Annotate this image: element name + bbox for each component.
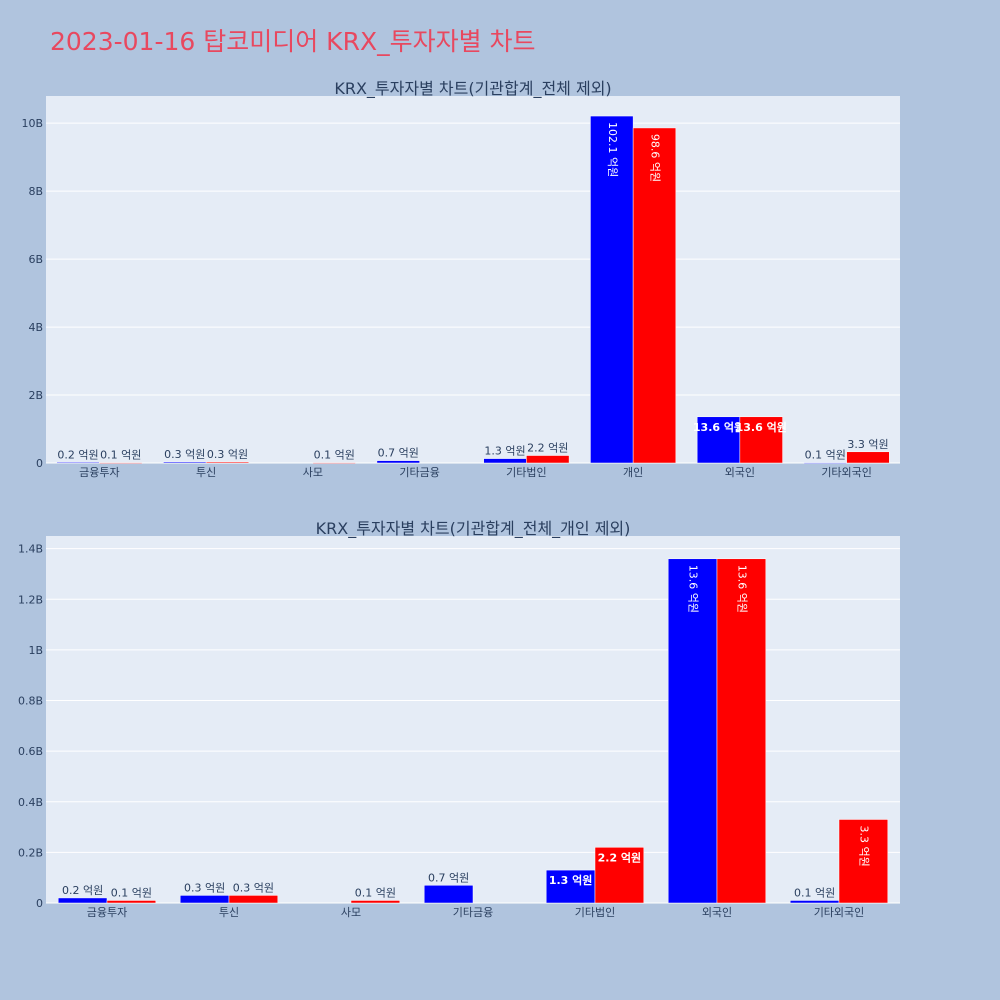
data-label: 0.1 억원: [355, 886, 396, 899]
bar: [739, 416, 783, 464]
bar: [99, 462, 143, 464]
y-tick-label: 1.4B: [18, 543, 43, 556]
y-tick-label: 0.6B: [18, 745, 43, 758]
chart-top: 0 2B 4B 6B 8B 10B KRX_투자자별 차트(기관합계_전체 제외) 금융투자 0…: [21, 79, 900, 479]
x-tick-label: 기타법인: [506, 466, 546, 479]
bar: [376, 460, 420, 464]
x-tick-label: 금융투자: [79, 466, 119, 479]
x-tick-label: 개인: [623, 466, 643, 479]
bar: [803, 462, 847, 464]
bar: [594, 847, 645, 904]
bar: [57, 897, 108, 904]
data-label: 102.1 억원: [606, 122, 619, 177]
y-tick-label: 4B: [28, 321, 43, 334]
data-label: 0.7 억원: [378, 447, 419, 460]
bar: [56, 462, 100, 464]
x-tick-label: 기타금융: [453, 906, 493, 919]
bar: [179, 895, 230, 904]
bar: [838, 819, 889, 904]
bar: [789, 900, 840, 904]
y-tick-label: 6B: [28, 253, 43, 266]
y-tick-label: 0: [36, 897, 43, 910]
data-label: 0.2 억원: [62, 884, 103, 897]
bar: [312, 462, 356, 464]
bar: [163, 461, 207, 464]
chart-title: KRX_투자자별 차트(기관합계_전체_개인 제외): [316, 519, 631, 539]
data-label: 0.1 억원: [111, 886, 152, 899]
y-tick-label: 0: [36, 457, 43, 470]
data-label: 13.6 억원: [687, 565, 700, 613]
x-tick-label: 투신: [219, 906, 239, 919]
x-tick-label: 사모: [303, 466, 323, 479]
bar: [716, 558, 767, 904]
bar: [228, 895, 279, 904]
data-label: 0.7 억원: [428, 871, 469, 884]
plot-area: [46, 96, 900, 463]
page-title: 2023-01-16 탑코미디어 KRX_투자자별 차트: [50, 27, 536, 56]
data-label: 0.1 억원: [805, 449, 846, 462]
bar: [632, 127, 677, 464]
y-tick-label: 0.8B: [18, 695, 43, 708]
bar: [205, 461, 250, 464]
data-label: 0.1 억원: [100, 449, 141, 462]
y-tick-label: 1B: [28, 644, 43, 657]
x-tick-label: 사모: [341, 906, 361, 919]
bar: [526, 455, 570, 464]
data-label: 0.1 억원: [314, 449, 355, 462]
data-label: 0.3 억원: [207, 448, 248, 461]
chart-title: KRX_투자자별 차트(기관합계_전체 제외): [334, 79, 611, 99]
x-tick-label: 기타금융: [399, 466, 439, 479]
x-tick-label: 기타외국인: [821, 466, 872, 479]
data-label: 2.2 억원: [598, 850, 642, 864]
bar: [350, 900, 401, 904]
x-tick-label: 투신: [196, 466, 216, 479]
y-tick-label: 1.2B: [18, 593, 43, 606]
bar: [106, 900, 157, 904]
data-label: 1.3 억원: [484, 445, 525, 458]
x-tick-label: 외국인: [725, 466, 755, 479]
bar: [483, 458, 527, 464]
y-tick-label: 8B: [28, 185, 43, 198]
x-tick-label: 외국인: [702, 906, 732, 919]
data-label: 2.2 억원: [527, 442, 568, 455]
x-tick-label: 기타외국인: [814, 906, 865, 919]
bar: [846, 451, 890, 464]
y-tick-label: 10B: [21, 117, 43, 130]
y-tick-label: 2B: [28, 389, 43, 402]
data-label: 13.6 억원: [735, 565, 748, 613]
data-label: 13.6 억원: [693, 420, 744, 434]
plot-area: [46, 536, 900, 903]
bar: [696, 416, 741, 464]
data-label: 98.6 억원: [648, 134, 661, 182]
data-label: 3.3 억원: [857, 825, 870, 866]
chart-bottom: 0 0.2B 0.4B 0.6B 0.8B 1B 1.2B 1.4B KRX_투자자별 차트(기…: [18, 519, 900, 919]
bar: [667, 558, 718, 904]
y-tick-label: 0.4B: [18, 796, 43, 809]
data-label: 0.3 억원: [184, 881, 225, 894]
data-label: 0.3 억원: [233, 881, 274, 894]
data-label: 0.3 억원: [164, 448, 205, 461]
data-label: 0.1 억원: [794, 886, 835, 899]
data-label: 13.6 억원: [736, 420, 787, 434]
x-tick-label: 기타법인: [575, 906, 615, 919]
y-tick-label: 0.2B: [18, 846, 43, 859]
data-label: 3.3 억원: [847, 438, 888, 451]
bar: [545, 869, 596, 904]
bar: [423, 885, 474, 904]
data-label: 0.2 억원: [57, 448, 98, 461]
x-tick-label: 금융투자: [87, 906, 127, 919]
data-label: 1.3 억원: [549, 873, 593, 887]
